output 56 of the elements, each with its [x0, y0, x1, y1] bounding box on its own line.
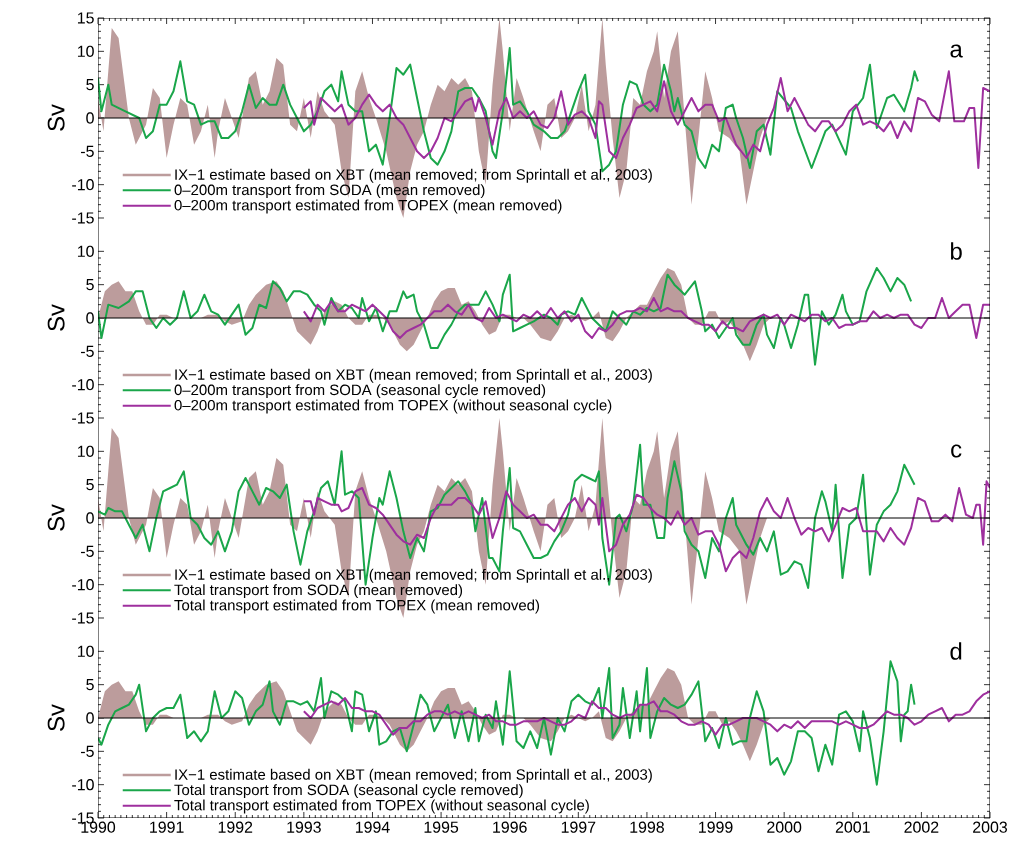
y-axis-title: Sv [47, 104, 65, 131]
y-tick-label: -15 [72, 412, 94, 424]
y-tick-label: -10 [72, 579, 94, 591]
y-tick-label: 0 [86, 712, 94, 724]
x-tick-label: 1994 [355, 821, 390, 833]
y-tick-label: -5 [81, 745, 94, 757]
legend-label: IX−1 estimate based on XBT (mean removed; from Sprintall et al., 2003) [175, 368, 652, 383]
y-tick-label: 15 [77, 12, 94, 24]
y-axis-title: Sv [47, 304, 65, 331]
legend-label: 0–200m transport from SODA (seasonal cycle removed) [174, 384, 546, 399]
y-tick-label: 0 [86, 512, 94, 524]
legend-label: Total transport estimated from TOPEX (mean removed) [174, 599, 540, 614]
y-tick-label: -10 [72, 779, 94, 791]
y-tick-label: -10 [72, 379, 94, 391]
legend-label: Total transport estimated from TOPEX (without seasonal cycle) [174, 799, 589, 814]
x-tick-label: 1992 [218, 821, 253, 833]
y-tick-label: -5 [81, 145, 94, 157]
y-tick-label: 5 [86, 79, 94, 91]
y-tick-label: -5 [81, 345, 94, 357]
x-tick-label: 1993 [287, 821, 321, 833]
x-tick-label: 2002 [904, 821, 939, 833]
y-tick-label: -10 [72, 179, 94, 191]
x-tick-label: 1998 [630, 821, 664, 833]
legend-label: Total transport from SODA (seasonal cycle removed) [174, 784, 523, 799]
y-tick-label: 5 [86, 479, 94, 491]
x-tick-label: 1997 [561, 821, 596, 833]
annotation: c [951, 444, 962, 458]
y-tick-label: 5 [86, 679, 94, 691]
y-axis-title: Sv [47, 704, 65, 731]
y-tick-label: 10 [77, 645, 94, 657]
y-tick-label: -15 [72, 212, 94, 224]
annotation: a [950, 44, 963, 58]
y-tick-label: -15 [72, 612, 94, 624]
x-tick-label: 2003 [973, 821, 1008, 833]
legend-label: 0–200m transport from SODA (mean removed) [174, 184, 485, 199]
x-tick-label: 2001 [835, 821, 870, 833]
x-tick-label: 1999 [699, 821, 733, 833]
y-tick-label: -5 [81, 545, 94, 557]
x-tick-label: 2000 [767, 821, 802, 833]
legend-label: Total transport from SODA (mean removed) [174, 584, 463, 599]
x-tick-label: 1995 [424, 821, 459, 833]
y-tick-label: 0 [86, 112, 94, 124]
x-tick-label: 1996 [493, 821, 527, 833]
annotation: b [951, 242, 962, 260]
x-tick-label: 1991 [150, 821, 184, 833]
legend-label: 0–200m transport estimated from TOPEX (mean removed) [174, 199, 562, 214]
legend-label: 0–200m transport estimated from TOPEX (without seasonal cycle) [174, 399, 612, 414]
y-tick-label: 5 [86, 279, 94, 291]
annotation: d [950, 642, 962, 660]
y-tick-label: 10 [77, 245, 94, 257]
y-axis-title: Sv [47, 504, 65, 531]
legend-label: IX−1 estimate based on XBT (mean removed; from Sprintall et al., 2003) [175, 168, 652, 183]
y-tick-label: 0 [86, 312, 94, 324]
legend-label: IX−1 estimate based on XBT (mean removed; from Sprintall et al., 2003) [175, 768, 652, 783]
y-tick-label: 10 [77, 445, 94, 457]
y-tick-label: 10 [77, 45, 94, 57]
